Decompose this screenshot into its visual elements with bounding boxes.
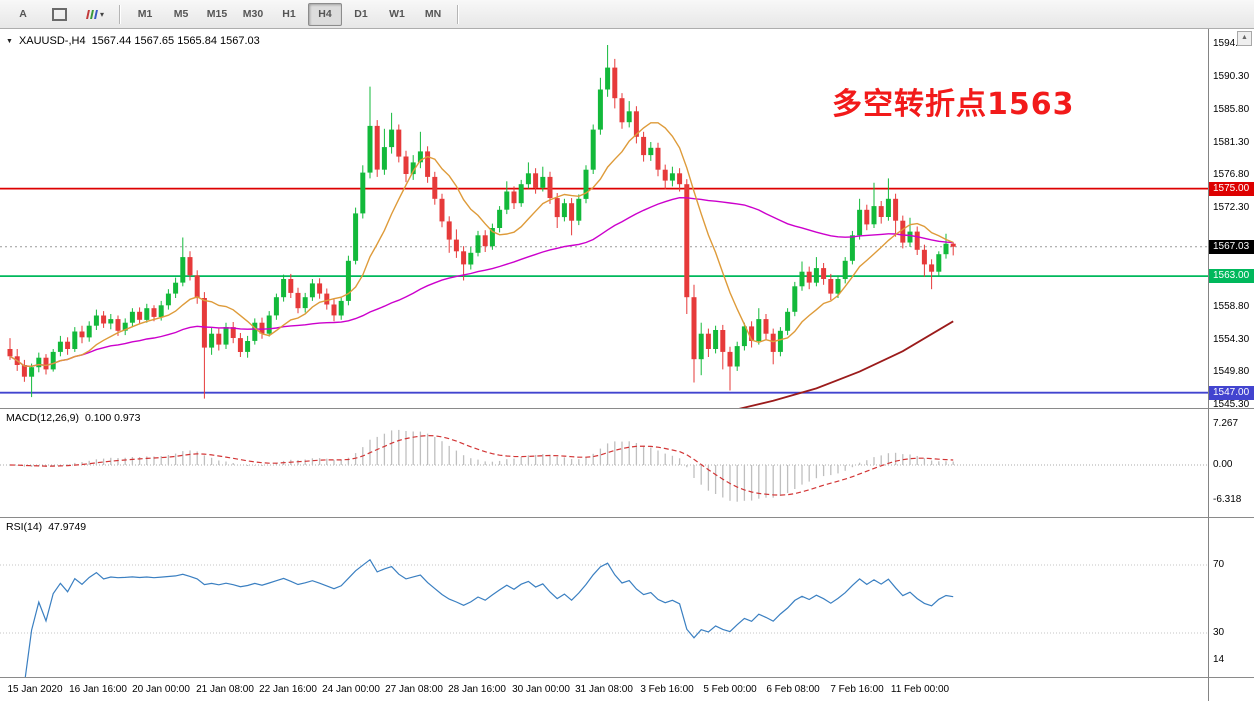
colors-icon <box>86 9 98 19</box>
macd-name: MACD(12,26,9) <box>6 412 79 424</box>
price-scale-label: 1549.80 <box>1213 366 1250 377</box>
time-axis[interactable]: 15 Jan 2020 16 Jan 16:00 20 Jan 00:00 21 Ja… <box>0 677 1254 701</box>
price-scale-label: 1554.30 <box>1213 334 1250 345</box>
price-panel: ▼ XAUUSD-,H4 1567.44 1567.65 1565.84 156… <box>0 29 1254 410</box>
macd-values: 0.100 0.973 <box>84 412 141 424</box>
price-scale-label: 1545.30 <box>1213 399 1250 410</box>
price-scale-label: 1590.30 <box>1213 71 1250 82</box>
time-axis-label: 31 Jan 08:00 <box>575 684 633 695</box>
chart-frame-button[interactable] <box>42 3 76 26</box>
ma-long-line <box>738 320 954 408</box>
ohlc-values: 1567.44 1567.65 1565.84 1567.03 <box>91 35 260 47</box>
macd-scale-label: 7.267 <box>1213 418 1239 429</box>
chevron-down-icon: ▾ <box>99 9 104 19</box>
annotation-text: 多空转折点1563 <box>832 87 1075 122</box>
toolbar: A ▾ M1 M5 M15 M30 H1 H4 D1 W1 MN <box>0 0 1254 29</box>
toolbar-separator <box>457 4 459 24</box>
rsi-value: 47.9749 <box>48 521 87 533</box>
time-axis-label: 22 Jan 16:00 <box>259 684 317 695</box>
time-axis-label: 24 Jan 00:00 <box>322 684 380 695</box>
time-axis-label: 28 Jan 16:00 <box>448 684 506 695</box>
symbol-label: XAUUSD-,H4 <box>18 35 86 47</box>
time-axis-label: 30 Jan 00:00 <box>512 684 570 695</box>
rsi-chart-canvas <box>0 558 1208 677</box>
macd-signal-line <box>9 434 954 496</box>
time-axis-label: 21 Jan 08:00 <box>196 684 254 695</box>
timeframe-h1-button[interactable]: H1 <box>282 8 296 20</box>
ma-slow-line <box>9 196 954 368</box>
price-badge-1563.00: 1563.00 <box>1209 269 1254 283</box>
price-scale-label: 1572.30 <box>1213 202 1250 213</box>
timeframe-w1-button[interactable]: W1 <box>389 8 405 20</box>
time-axis-label: 6 Feb 08:00 <box>766 684 820 695</box>
timeframe-m15-button[interactable]: M15 <box>206 8 228 20</box>
collapse-icon[interactable]: ▼ <box>6 37 13 45</box>
rsi-scale-label: 14 <box>1213 654 1225 665</box>
macd-chart-canvas <box>0 429 1208 502</box>
price-chart-canvas <box>0 45 1208 408</box>
time-scale-corner <box>1208 678 1254 701</box>
time-axis-label: 15 Jan 2020 <box>7 684 63 695</box>
price-chart[interactable]: ▼ XAUUSD-,H4 1567.44 1567.65 1565.84 156… <box>0 29 1208 408</box>
line-colors-dropdown[interactable]: ▾ <box>78 3 112 26</box>
time-axis-label: 16 Jan 16:00 <box>69 684 127 695</box>
rsi-label: RSI(14) 47.9749 <box>6 521 86 533</box>
timeframe-m1-button[interactable]: M1 <box>137 8 153 20</box>
rsi-name: RSI(14) <box>6 521 43 533</box>
macd-scale-label: -6.318 <box>1213 494 1242 505</box>
rsi-scale[interactable]: 70 30 14 <box>1208 518 1254 677</box>
chart-title: ▼ XAUUSD-,H4 1567.44 1567.65 1565.84 156… <box>6 35 260 47</box>
time-axis-label: 7 Feb 16:00 <box>830 684 884 695</box>
current-price-badge: 1567.03 <box>1209 240 1254 254</box>
time-axis-label: 5 Feb 00:00 <box>703 684 757 695</box>
price-scale-label: 1581.30 <box>1213 137 1250 148</box>
time-axis-label: 11 Feb 00:00 <box>890 684 950 695</box>
ma-fast-line <box>9 122 954 368</box>
rsi-line <box>24 558 954 677</box>
time-axis-label: 20 Jan 00:00 <box>132 684 190 695</box>
timeframe-buttons: M1 M5 M15 M30 H1 H4 D1 W1 MN <box>127 2 451 26</box>
rsi-scale-label: 30 <box>1213 627 1225 638</box>
price-scale-label: 1576.80 <box>1213 169 1250 180</box>
price-badge-1575.00: 1575.00 <box>1209 182 1254 196</box>
macd-panel: MACD(12,26,9) 0.100 0.973 7.267 0.00 -6.318 <box>0 408 1254 517</box>
cursor-tool-button[interactable]: A <box>19 8 27 20</box>
rsi-panel: RSI(14) 47.9749 70 30 14 <box>0 517 1254 677</box>
chart-frame-icon <box>51 7 67 21</box>
price-scale-label: 1558.80 <box>1213 301 1250 312</box>
time-axis-label: 27 Jan 08:00 <box>385 684 443 695</box>
price-scale-label: 1585.80 <box>1213 104 1250 115</box>
time-axis-label: 3 Feb 16:00 <box>640 684 694 695</box>
macd-chart[interactable]: MACD(12,26,9) 0.100 0.973 <box>0 409 1208 517</box>
scroll-up-button[interactable]: ▲ <box>1237 31 1252 46</box>
rsi-scale-label: 70 <box>1213 559 1225 570</box>
price-scale-label: 1594.80 <box>1213 38 1250 49</box>
timeframe-m30-button[interactable]: M30 <box>242 8 264 20</box>
price-scale[interactable]: 1594.80 1590.30 1585.80 1581.30 1576.80 1572.… <box>1208 29 1254 410</box>
timeframe-h4-button[interactable]: H4 <box>308 2 342 26</box>
candlesticks <box>7 45 956 399</box>
timeframe-d1-button[interactable]: D1 <box>354 8 368 20</box>
macd-scale-label: 0.00 <box>1213 459 1233 470</box>
timeframe-mn-button[interactable]: MN <box>424 8 442 20</box>
macd-label: MACD(12,26,9) 0.100 0.973 <box>6 412 140 424</box>
timeframe-m5-button[interactable]: M5 <box>173 8 189 20</box>
price-badge-1547.00: 1547.00 <box>1209 386 1254 400</box>
toolbar-separator <box>119 4 121 24</box>
rsi-chart[interactable]: RSI(14) 47.9749 <box>0 518 1208 677</box>
macd-scale[interactable]: 7.267 0.00 -6.318 <box>1208 409 1254 517</box>
